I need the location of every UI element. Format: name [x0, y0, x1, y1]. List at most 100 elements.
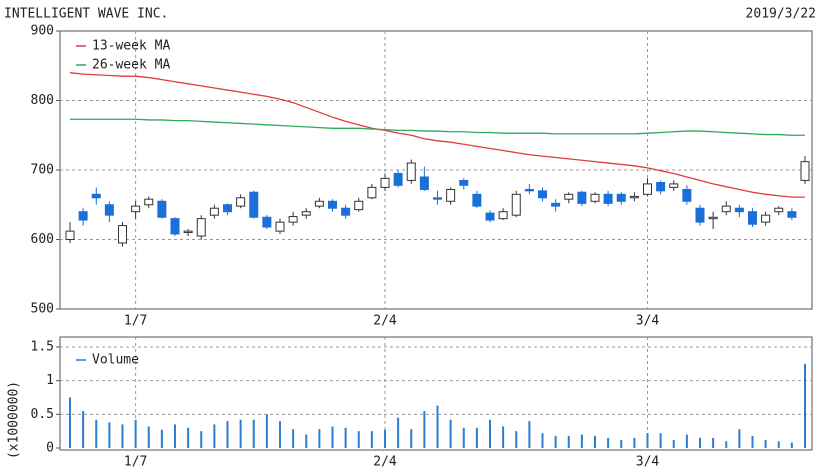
x-tick-label: 2/4 — [373, 314, 397, 329]
volume-bar — [252, 419, 255, 448]
volume-bar — [567, 435, 570, 448]
volume-bar — [528, 421, 531, 448]
volume-bar — [580, 434, 583, 448]
volume-bar — [764, 439, 767, 448]
ma-line — [70, 118, 805, 136]
volume-bar — [147, 426, 150, 448]
candle-body — [590, 193, 600, 202]
candle-body — [65, 230, 75, 241]
volume-bar — [620, 439, 623, 448]
candle-body — [157, 200, 167, 218]
legend-label: 13-week MA — [92, 39, 170, 54]
candle-body — [393, 172, 403, 186]
volume-bar — [410, 429, 413, 448]
candle-body — [511, 193, 521, 216]
candle-body — [787, 211, 797, 218]
volume-bar — [646, 433, 649, 448]
volume-bar — [725, 441, 728, 448]
candle-body — [118, 225, 127, 244]
candle-body — [538, 190, 547, 199]
candle-body — [275, 221, 285, 232]
candle-body — [406, 162, 416, 181]
volume-bar — [738, 429, 741, 448]
volume-bar — [318, 429, 321, 448]
volume-bar — [95, 419, 98, 448]
candle-body — [524, 188, 534, 192]
candle-body — [144, 198, 154, 206]
ma-line — [69, 72, 805, 198]
volume-bar — [462, 427, 465, 448]
y-tick-label: 900 — [31, 24, 54, 39]
volume-bar — [305, 434, 308, 448]
volume-bar — [607, 437, 610, 448]
candle-body — [249, 191, 259, 218]
legend-label: Volume — [92, 353, 139, 368]
candle-body — [223, 204, 232, 213]
volume-bar — [489, 419, 491, 448]
volume-bar — [751, 435, 754, 448]
candle-body — [446, 188, 456, 202]
volume-bar — [804, 363, 806, 448]
volume-bar — [541, 433, 544, 448]
volume-bar — [502, 426, 505, 448]
x-tick-label: 1/7 — [124, 455, 147, 470]
volume-bar — [226, 421, 229, 448]
candle-body — [800, 161, 810, 181]
candle-body — [761, 214, 771, 223]
volume-bar — [344, 427, 347, 448]
volume-bar — [187, 427, 190, 448]
x-tick-label: 3/4 — [636, 455, 660, 470]
volume-bar — [121, 424, 124, 448]
price-panel — [59, 30, 813, 310]
volume-bar — [82, 410, 85, 448]
x-tick-label: 3/4 — [636, 314, 660, 329]
candle-body — [367, 186, 377, 199]
volume-bar — [331, 426, 334, 448]
candle-body — [196, 218, 206, 237]
candle-body — [629, 195, 639, 199]
volume-bar — [384, 429, 386, 448]
candle-body — [183, 230, 193, 234]
volume-bar — [108, 422, 111, 448]
y-tick-label: 800 — [31, 93, 54, 108]
candle-body — [734, 207, 744, 213]
volume-bar — [685, 434, 688, 448]
volume-bar — [699, 437, 701, 448]
candle-body — [774, 207, 784, 213]
y-tick-label: 0.5 — [31, 407, 54, 422]
candle-body — [328, 200, 337, 209]
volume-bar — [160, 429, 163, 448]
candle-body — [380, 177, 390, 188]
volume-bar — [370, 431, 373, 448]
candle-body — [170, 218, 180, 235]
volume-bar — [554, 435, 557, 448]
volume-bar — [357, 431, 360, 448]
volume-bar — [239, 419, 242, 448]
volume-bar — [213, 424, 216, 448]
y-tick-label: 600 — [31, 232, 54, 247]
candle-body — [643, 183, 652, 195]
candle-body — [656, 182, 666, 192]
candle-body — [301, 211, 311, 216]
volume-bar — [475, 427, 478, 448]
y-tick-label: 1.5 — [31, 340, 54, 355]
candle-body — [459, 179, 469, 186]
candle-body — [354, 200, 364, 211]
volume-bar — [134, 419, 137, 448]
candle-body — [564, 193, 574, 200]
y-tick-label: 500 — [31, 302, 54, 317]
volume-bar — [449, 419, 452, 448]
candle-body — [669, 183, 679, 188]
candle-body — [551, 202, 561, 207]
candle-body — [78, 211, 88, 221]
candle-body — [131, 205, 141, 213]
candle-body — [433, 197, 442, 200]
candle-body — [209, 207, 219, 216]
x-tick-label: 1/7 — [124, 314, 147, 329]
volume-panel — [59, 336, 813, 451]
volume-bar — [423, 410, 426, 448]
volume-bar — [397, 417, 400, 448]
volume-bar — [292, 429, 295, 448]
volume-bar — [659, 433, 662, 448]
